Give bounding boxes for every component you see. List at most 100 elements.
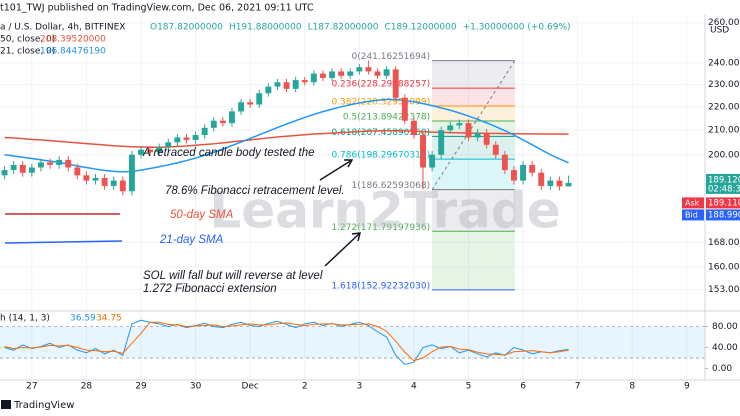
candle-body [392,69,399,98]
footer-logo [1,400,11,409]
fib-band [432,106,515,121]
ohlc-value: L187.82000000 [308,23,379,33]
fib-band [432,60,515,89]
y-tick-label: 240.00000 [708,59,740,69]
plot [1,60,572,365]
x-tick-label: 7 [575,382,581,392]
candle-body [256,93,263,105]
last-price-badge [706,173,740,194]
quote-name: Bid [685,210,698,219]
fib-band [432,159,515,190]
x-tick-label: Dec [241,382,258,392]
candle-body [301,80,308,83]
y-tick-label: 210.00000 [708,126,740,136]
watermark: Learn2Trade [209,182,560,240]
candle-body [37,162,44,168]
candle-body [165,142,172,148]
candle-body [565,182,572,187]
candle-body [511,170,517,181]
candle-body [138,149,144,155]
candle-body [174,137,181,143]
y-tick-label: 260.00000 [708,18,740,28]
x-tick-label: 6 [520,382,526,392]
candle-body [438,130,445,155]
annotation: 21-day SMA [159,234,224,246]
annotation-arrow [319,159,354,181]
quote-price: 188.99000 [708,210,740,220]
fib-label: 1(186.62593068) [351,181,430,191]
stoch-line [4,321,569,362]
x-tick-label: 8 [629,382,635,392]
legend-value: 208.39520000 [40,35,106,45]
candle-body [538,172,545,186]
fib-label: 0.786(198.29670310) [331,151,430,161]
candle-body [319,73,326,78]
sma-line [4,98,569,173]
quote-badge [706,209,740,221]
candle-body [238,102,245,112]
candle-body [229,111,235,124]
fibonacci-tool: 0(241.16251694) 0.236(228.29188257) 0.382(… [331,52,516,291]
y-tick-label: 40.00 [712,343,738,353]
candle-body [128,154,135,192]
ohlc-value: C189.12000000 [384,23,456,33]
candle-body [420,135,426,168]
candle-body [356,67,363,72]
candle-body [265,86,272,94]
fib-band [432,88,515,107]
ohlc-value: O187.82000000 [150,23,223,33]
candle-body [365,67,372,72]
candle-body [101,177,108,186]
candle-body [447,125,454,131]
candle-body [338,71,345,76]
grid [0,14,705,380]
candle-body [401,97,408,121]
annotation: 50-day SMA [170,209,234,221]
candle-body [210,120,217,128]
x-tick-label: 28 [81,382,93,392]
candle-body [310,73,317,83]
candle-body [219,120,226,124]
candle-body [192,135,199,140]
sma21-sample [4,240,123,244]
x-tick-label: 29 [135,382,147,392]
countdown: 02:48:39 [708,184,740,194]
candle-body [465,123,472,138]
fib-trend [431,60,516,190]
footer: TradingView [13,400,74,411]
candle-body [383,69,390,76]
candle-body [520,164,527,181]
candle-body [529,164,536,173]
x-tick-label: 4 [411,382,417,392]
candle-body [83,175,90,181]
header-bg [0,0,300,14]
candle-body [201,127,208,136]
candle-body [329,71,335,78]
fib-label: 0.5(213.89422378) [343,112,430,122]
candle-body [283,82,290,89]
candle-body [156,147,163,153]
x-tick-label: 30 [190,382,202,392]
candle-body [110,180,117,186]
annotation: SOL will fall but will reverse at level [143,270,323,282]
fib-label: 0(241.16251694) [351,52,430,62]
candle-body [429,154,436,168]
x-tick-label: 27 [26,382,37,392]
stoch-value: 36.59 [70,314,96,324]
candle-body [492,144,499,155]
y-tick-label: 153.00000 [708,285,740,295]
annotation: A retraced candle body tested the [142,147,315,159]
candle-body [28,167,35,173]
legend-entry: 21, close, 0) [0,47,55,57]
candle-body [19,164,26,173]
x-tick-label: 2 [302,382,308,392]
y-tick-label: 230.00000 [708,80,740,90]
candle-body [483,132,490,145]
candle-body [56,159,63,165]
candle-body [410,120,417,136]
ohlc-value: H191.88000000 [229,23,302,33]
y-tick-label: 220.00000 [708,102,740,112]
fib-label: 0.382(220.32954099) [331,98,430,108]
x-tick-label: 5 [466,382,472,392]
